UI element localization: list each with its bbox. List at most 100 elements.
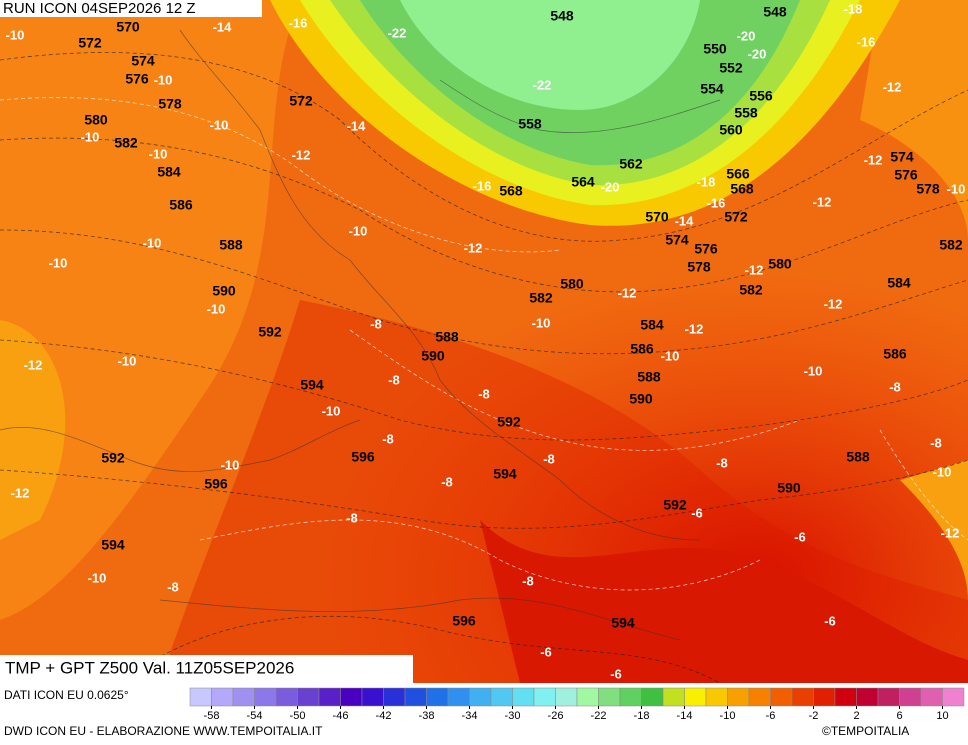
geopotential-label: 556 bbox=[749, 88, 773, 104]
temperature-label: -12 bbox=[824, 296, 843, 311]
temperature-label: -12 bbox=[813, 194, 832, 209]
temperature-label: -10 bbox=[154, 72, 173, 87]
temperature-label: -12 bbox=[292, 147, 311, 162]
temperature-label: -8 bbox=[716, 455, 728, 470]
geopotential-label: 578 bbox=[158, 96, 182, 112]
temperature-label: -12 bbox=[464, 240, 483, 255]
temperature-label: -8 bbox=[167, 579, 179, 594]
legend-swatch bbox=[211, 687, 234, 707]
legend-swatch bbox=[189, 687, 212, 707]
legend-tick-label: 6 bbox=[896, 710, 902, 722]
geopotential-label: 590 bbox=[777, 480, 801, 496]
footer-box bbox=[0, 655, 413, 683]
geopotential-label: 594 bbox=[300, 377, 324, 393]
legend-swatch bbox=[297, 687, 320, 707]
temperature-label: -8 bbox=[478, 386, 490, 401]
geopotential-label: 580 bbox=[560, 276, 584, 292]
geopotential-label: 560 bbox=[719, 122, 743, 138]
geopotential-label: 582 bbox=[739, 282, 763, 298]
temperature-label: -8 bbox=[382, 431, 394, 446]
legend-swatch bbox=[469, 687, 492, 707]
temperature-label: -20 bbox=[601, 179, 620, 194]
temperature-label: -12 bbox=[24, 357, 43, 372]
geopotential-label: 584 bbox=[640, 317, 664, 333]
geopotential-label: 558 bbox=[518, 116, 542, 132]
legend-tick-label: -34 bbox=[462, 710, 478, 722]
legend-swatch bbox=[426, 687, 449, 707]
geopotential-label: 582 bbox=[939, 237, 963, 253]
temperature-label: -8 bbox=[930, 435, 942, 450]
geopotential-label: 558 bbox=[734, 105, 758, 121]
legend-tick-label: -14 bbox=[677, 710, 693, 722]
legend-swatch bbox=[361, 687, 384, 707]
temperature-label: -8 bbox=[543, 451, 555, 466]
geopotential-label: 592 bbox=[258, 324, 282, 340]
temperature-label: -10 bbox=[947, 181, 966, 196]
coastlines bbox=[0, 29, 721, 641]
geopotential-label: 578 bbox=[916, 181, 940, 197]
legend-swatch bbox=[533, 687, 556, 707]
temperature-label: -10 bbox=[322, 403, 341, 418]
header-box bbox=[0, 0, 262, 17]
temperature-label: -10 bbox=[221, 457, 240, 472]
geopotential-label: 580 bbox=[84, 112, 108, 128]
geopotential-label: 568 bbox=[499, 183, 523, 199]
legend-swatch bbox=[641, 687, 664, 707]
data-source: DATI ICON EU 0.0625° bbox=[4, 688, 129, 702]
geopotential-label: 574 bbox=[131, 53, 155, 69]
geopotential-label: 574 bbox=[665, 232, 689, 248]
geopotential-label: 548 bbox=[550, 8, 574, 24]
geopotential-label: 592 bbox=[663, 497, 687, 513]
geopotential-label: 596 bbox=[351, 449, 375, 465]
geopotential-label: 596 bbox=[452, 613, 476, 629]
legend-tick-label: 2 bbox=[853, 710, 859, 722]
legend-tick-label: -30 bbox=[505, 710, 521, 722]
temperature-label: -6 bbox=[824, 613, 836, 628]
temperature-label: -12 bbox=[864, 152, 883, 167]
temperature-label: -10 bbox=[933, 464, 952, 479]
geopotential-label: 586 bbox=[630, 341, 654, 357]
temperature-label: -12 bbox=[618, 285, 637, 300]
legend-tick-label: -2 bbox=[809, 710, 819, 722]
legend-tick-label: 10 bbox=[936, 710, 948, 722]
legend-tick-label: -42 bbox=[376, 710, 392, 722]
temperature-label: -8 bbox=[441, 474, 453, 489]
legend-swatch bbox=[576, 687, 599, 707]
temperature-label: -8 bbox=[388, 372, 400, 387]
temperature-label: -8 bbox=[889, 379, 901, 394]
temperature-label: -20 bbox=[737, 28, 756, 43]
legend-swatch bbox=[275, 687, 298, 707]
legend-swatch bbox=[555, 687, 578, 707]
geopotential-label: 570 bbox=[116, 19, 140, 35]
legend-swatch bbox=[899, 687, 922, 707]
legend-swatch bbox=[813, 687, 836, 707]
temperature-label: -10 bbox=[6, 27, 25, 42]
temperature-label: -8 bbox=[522, 573, 534, 588]
legend-swatch bbox=[340, 687, 363, 707]
legend-swatch bbox=[877, 687, 900, 707]
temperature-label: -10 bbox=[207, 301, 226, 316]
credit: DWD ICON EU - ELABORAZIONE WWW.TEMPOITAL… bbox=[4, 724, 323, 738]
run-title: RUN ICON 04SEP2026 12 Z bbox=[3, 0, 196, 17]
map-background bbox=[0, 0, 968, 683]
geopotential-label: 580 bbox=[768, 256, 792, 272]
temperature-label: -6 bbox=[540, 644, 552, 659]
temperature-label: -18 bbox=[697, 174, 716, 189]
geopotential-label: 576 bbox=[125, 71, 149, 87]
geopotential-label: 596 bbox=[204, 476, 228, 492]
temperature-label: -10 bbox=[532, 315, 551, 330]
legend-tick-label: -18 bbox=[634, 710, 650, 722]
geopotential-label: 588 bbox=[846, 449, 870, 465]
legend-swatch bbox=[619, 687, 642, 707]
contours bbox=[0, 52, 968, 684]
geopotential-label: 574 bbox=[890, 149, 914, 165]
geopotential-label: 572 bbox=[289, 93, 313, 109]
temperature-label: -10 bbox=[661, 348, 680, 363]
geopotential-label: 586 bbox=[883, 346, 907, 362]
temperature-label: -16 bbox=[707, 195, 726, 210]
temperature-label: -16 bbox=[289, 15, 308, 30]
geopotential-label: 584 bbox=[887, 275, 911, 291]
temperature-label: -12 bbox=[11, 485, 30, 500]
legend-tick-label: -26 bbox=[548, 710, 564, 722]
legend-swatch bbox=[383, 687, 406, 707]
